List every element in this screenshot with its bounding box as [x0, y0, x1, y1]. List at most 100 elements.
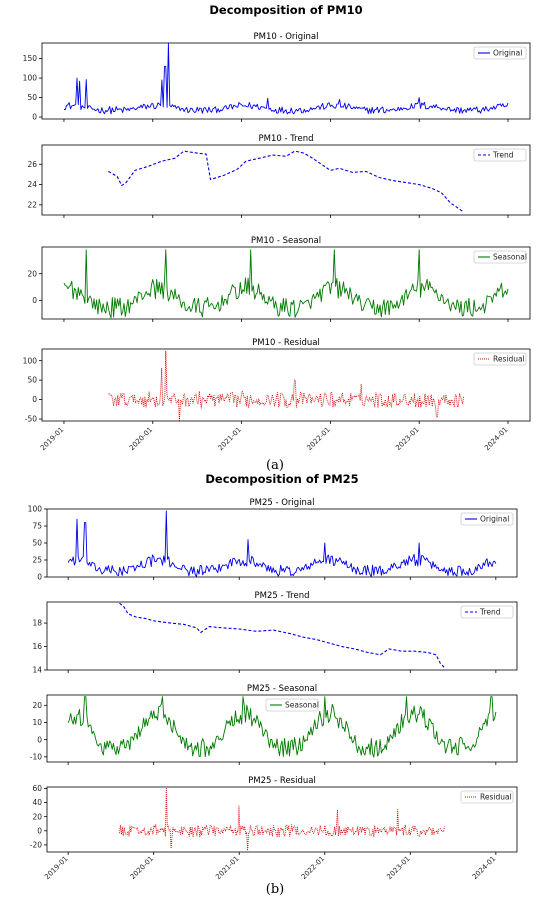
plot-frame	[46, 601, 518, 671]
y-tick-label: 0	[37, 735, 42, 744]
y-tick-label: 150	[23, 54, 38, 63]
legend-box	[473, 250, 527, 264]
figure-a: Decomposition of PM10 PM10 - Original 0 50 1…	[23, 3, 531, 452]
legend: Seasonal	[265, 698, 319, 712]
y-tick-label: 20	[32, 701, 42, 710]
panel-title: PM10 - Trend	[258, 134, 313, 144]
y-tick-label: -10	[30, 752, 42, 761]
plot-frame	[46, 786, 518, 853]
panel-seasonal: PM25 - Seasonal -10 0 10 20 Seasonal	[30, 684, 518, 765]
y-tick-label: 50	[32, 539, 42, 548]
y-tick-label: 0	[32, 296, 37, 305]
x-tick-label: 2021-01	[214, 855, 240, 881]
legend-box	[473, 148, 527, 162]
caption-b: (b)	[266, 882, 284, 897]
legend-box	[460, 605, 514, 619]
panel-title: PM25 - Residual	[248, 776, 316, 786]
y-tick-label: 0	[37, 573, 42, 582]
caption-a: (a)	[266, 458, 284, 473]
legend-box	[473, 46, 527, 60]
series-line-original	[67, 510, 497, 578]
plot-frame	[41, 144, 531, 216]
legend-box	[265, 698, 319, 712]
legend-box	[460, 512, 514, 526]
y-tick-label: 24	[27, 180, 37, 189]
legend: Original	[473, 46, 527, 60]
legend-label: Residual	[480, 793, 512, 802]
y-tick-label: 20	[32, 812, 42, 821]
legend-box	[473, 352, 527, 366]
x-tick-label: 2022-01	[300, 855, 326, 881]
y-tick-label: 100	[23, 74, 38, 83]
legend: Original	[460, 512, 514, 526]
panel-title: PM10 - Residual	[252, 338, 320, 348]
panel-trend: PM10 - Trend 22 24 26 Trend	[27, 134, 531, 218]
y-tick-label: 22	[27, 200, 37, 209]
series-line-residual	[119, 787, 445, 852]
x-tick-label: 2024-01	[471, 855, 497, 881]
plot-frame	[41, 348, 531, 422]
x-tick-label: 2020-01	[128, 426, 154, 452]
legend: Residual	[460, 790, 514, 804]
figure-b: Decomposition of PM25 PM25 - Original 0 25 5…	[28, 472, 518, 881]
legend-label: Original	[480, 515, 509, 524]
panel-title: PM10 - Seasonal	[251, 236, 321, 246]
panel-residual: PM10 - Residual -50 0 50 100 Residual	[23, 338, 531, 424]
series-line-trend	[119, 602, 445, 669]
y-tick-label: 10	[32, 718, 42, 727]
y-tick-label: 0	[32, 395, 37, 404]
y-tick-label: -50	[25, 415, 37, 424]
panel-title: PM25 - Seasonal	[247, 684, 317, 694]
plot-frame	[46, 508, 518, 578]
y-tick-label: 26	[27, 160, 37, 169]
y-tick-label: 0	[32, 113, 37, 122]
panel-original: PM25 - Original 0 25 50 75 100 Original	[28, 498, 518, 582]
y-tick-label: 16	[32, 642, 42, 651]
plot-frame	[41, 42, 531, 120]
x-tick-label: 2023-01	[385, 855, 411, 881]
x-tick-label: 2019-01	[43, 855, 69, 881]
legend: Seasonal	[473, 250, 527, 264]
legend-label: Seasonal	[285, 701, 319, 710]
plot-frame	[41, 246, 531, 320]
panel-original: PM10 - Original 0 50 100 150 Original	[23, 32, 531, 122]
panel-title: PM25 - Trend	[254, 591, 309, 601]
series-line-seasonal	[67, 696, 497, 758]
panel-residual: PM25 - Residual -20 0 20 40 60 Residual	[30, 776, 518, 855]
y-tick-label: 50	[27, 93, 37, 102]
panel-title: PM25 - Original	[249, 498, 314, 508]
panel-trend: PM25 - Trend 14 16 18 Trend	[32, 591, 518, 675]
x-tick-label: 2019-01	[39, 426, 65, 452]
series-line-seasonal	[63, 249, 509, 319]
y-tick-label: 0	[37, 826, 42, 835]
legend-label: Residual	[493, 355, 525, 364]
y-tick-label: 25	[32, 556, 42, 565]
series-line-trend	[108, 150, 464, 213]
figure-title: Decomposition of PM10	[209, 3, 362, 17]
series-line-original	[64, 42, 509, 115]
legend-label: Original	[493, 49, 522, 58]
legend: Trend	[473, 148, 527, 162]
legend-label: Trend	[492, 151, 514, 160]
legend-label: Trend	[479, 608, 501, 617]
legend: Residual	[473, 352, 527, 366]
plot-frame	[46, 694, 518, 763]
y-tick-label: 18	[32, 619, 42, 628]
legend-label: Seasonal	[493, 253, 527, 262]
panel-title: PM10 - Original	[253, 32, 318, 42]
legend-box	[460, 790, 514, 804]
y-tick-label: 50	[27, 376, 37, 385]
series-line-residual	[108, 350, 465, 422]
y-tick-label: -20	[30, 841, 42, 850]
y-tick-label: 60	[32, 784, 42, 793]
x-tick-label: 2020-01	[129, 855, 155, 881]
y-tick-label: 75	[32, 522, 42, 531]
y-tick-label: 14	[32, 666, 42, 675]
y-tick-label: 100	[28, 505, 43, 514]
x-tick-label: 2021-01	[217, 426, 243, 452]
y-tick-label: 20	[27, 269, 37, 278]
y-tick-label: 100	[23, 356, 38, 365]
x-tick-label: 2022-01	[305, 426, 331, 452]
x-tick-label: 2023-01	[394, 426, 420, 452]
